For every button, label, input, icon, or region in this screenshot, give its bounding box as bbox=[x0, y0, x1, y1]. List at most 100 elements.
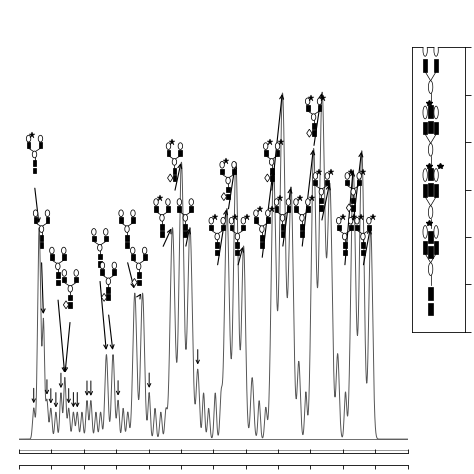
Bar bbox=[319, 198, 323, 203]
Ellipse shape bbox=[50, 247, 54, 254]
Bar bbox=[92, 236, 96, 241]
Ellipse shape bbox=[221, 218, 225, 224]
Bar bbox=[62, 255, 66, 260]
Ellipse shape bbox=[125, 226, 129, 232]
Bar bbox=[423, 122, 427, 134]
Ellipse shape bbox=[317, 98, 322, 105]
Ellipse shape bbox=[103, 228, 108, 235]
Bar bbox=[318, 105, 321, 111]
Bar bbox=[306, 206, 310, 211]
Bar bbox=[137, 280, 141, 285]
Ellipse shape bbox=[98, 245, 102, 251]
Ellipse shape bbox=[91, 228, 96, 235]
Bar bbox=[270, 175, 273, 181]
Bar bbox=[107, 294, 110, 300]
Bar bbox=[428, 287, 433, 300]
Bar bbox=[215, 250, 219, 255]
Polygon shape bbox=[64, 301, 69, 309]
Bar bbox=[351, 205, 355, 210]
Bar bbox=[254, 217, 258, 223]
Bar bbox=[68, 295, 72, 301]
Bar bbox=[226, 194, 230, 200]
Bar bbox=[154, 206, 158, 211]
Polygon shape bbox=[132, 278, 137, 286]
Bar bbox=[137, 273, 141, 278]
Ellipse shape bbox=[209, 218, 213, 224]
Ellipse shape bbox=[355, 218, 359, 224]
Bar bbox=[98, 261, 102, 267]
Ellipse shape bbox=[423, 44, 428, 56]
Bar bbox=[131, 255, 135, 260]
Bar bbox=[38, 142, 42, 148]
Bar bbox=[221, 225, 225, 230]
Ellipse shape bbox=[39, 226, 44, 232]
Ellipse shape bbox=[423, 226, 428, 238]
Bar bbox=[423, 241, 427, 254]
Ellipse shape bbox=[55, 263, 60, 270]
Bar bbox=[306, 105, 310, 111]
Bar bbox=[68, 302, 72, 308]
Bar bbox=[107, 287, 110, 293]
Bar bbox=[286, 206, 291, 211]
Ellipse shape bbox=[119, 210, 123, 217]
Bar bbox=[236, 243, 239, 248]
Ellipse shape bbox=[27, 135, 31, 142]
Bar bbox=[229, 225, 233, 230]
Bar bbox=[294, 206, 298, 211]
Bar bbox=[423, 59, 427, 72]
Ellipse shape bbox=[306, 199, 310, 205]
Ellipse shape bbox=[177, 199, 182, 205]
Ellipse shape bbox=[361, 233, 365, 240]
Bar bbox=[343, 243, 346, 248]
Ellipse shape bbox=[305, 98, 310, 105]
Bar bbox=[119, 217, 123, 223]
Bar bbox=[428, 246, 433, 258]
Ellipse shape bbox=[428, 263, 433, 275]
Ellipse shape bbox=[423, 106, 428, 119]
Bar bbox=[183, 231, 187, 237]
Ellipse shape bbox=[348, 218, 353, 224]
Ellipse shape bbox=[235, 233, 240, 240]
Bar bbox=[160, 224, 164, 229]
Bar bbox=[232, 169, 236, 174]
Bar bbox=[100, 269, 104, 275]
Bar bbox=[281, 231, 284, 237]
Ellipse shape bbox=[166, 199, 170, 205]
Ellipse shape bbox=[226, 177, 230, 184]
Ellipse shape bbox=[313, 173, 318, 179]
Bar bbox=[236, 250, 239, 255]
Bar bbox=[125, 235, 129, 241]
Bar bbox=[46, 217, 49, 223]
Bar bbox=[367, 225, 371, 230]
Bar bbox=[428, 230, 433, 243]
Ellipse shape bbox=[45, 210, 50, 217]
Bar bbox=[428, 183, 433, 196]
Bar bbox=[428, 121, 433, 133]
Ellipse shape bbox=[229, 218, 234, 224]
Ellipse shape bbox=[254, 210, 258, 217]
Ellipse shape bbox=[294, 199, 298, 205]
Bar bbox=[434, 122, 438, 134]
Ellipse shape bbox=[74, 270, 79, 276]
Bar bbox=[428, 303, 433, 315]
Ellipse shape bbox=[428, 81, 433, 93]
Polygon shape bbox=[307, 129, 312, 137]
Ellipse shape bbox=[325, 173, 329, 179]
Bar bbox=[274, 206, 278, 211]
Bar bbox=[173, 168, 176, 173]
Ellipse shape bbox=[183, 215, 188, 221]
Ellipse shape bbox=[423, 169, 428, 182]
Ellipse shape bbox=[357, 173, 361, 179]
Polygon shape bbox=[346, 204, 352, 212]
Ellipse shape bbox=[215, 233, 219, 240]
Bar bbox=[434, 184, 438, 197]
Polygon shape bbox=[221, 192, 227, 201]
Bar bbox=[143, 255, 146, 260]
Ellipse shape bbox=[269, 159, 274, 165]
Bar bbox=[63, 277, 66, 283]
Bar bbox=[183, 224, 187, 229]
Bar bbox=[104, 236, 108, 241]
Ellipse shape bbox=[434, 226, 438, 238]
Ellipse shape bbox=[286, 199, 291, 205]
Ellipse shape bbox=[367, 218, 371, 224]
